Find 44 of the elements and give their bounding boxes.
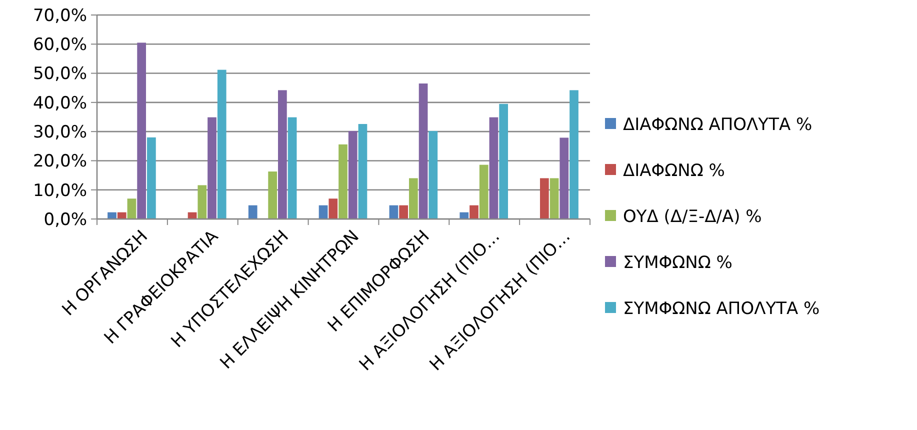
legend-label: ΔΙΑΦΩΝΩ ΑΠΟΛΥΤΑ % <box>623 114 812 135</box>
bar <box>409 178 418 219</box>
y-tick-label: 30,0% <box>32 122 87 143</box>
bar <box>137 42 146 219</box>
y-tick-label: 70,0% <box>32 6 87 26</box>
bar <box>428 130 438 219</box>
bar <box>108 212 116 219</box>
bar <box>117 212 126 219</box>
bar <box>348 130 358 219</box>
bar <box>198 185 207 219</box>
bar <box>358 124 368 219</box>
bar <box>328 198 338 219</box>
bar <box>479 164 488 219</box>
bar <box>389 205 398 219</box>
legend-label: ΔΙΑΦΩΝΩ % <box>623 160 725 181</box>
bar <box>499 104 508 219</box>
bar <box>560 138 569 219</box>
bar <box>278 90 287 219</box>
y-tick-label: 20,0% <box>32 152 87 172</box>
y-tick-label: 40,0% <box>32 93 87 114</box>
bar <box>288 117 297 219</box>
bar <box>418 83 428 219</box>
bar <box>570 90 578 219</box>
bar <box>217 70 226 219</box>
legend-label: ΣΥΜΦΩΝΩ ΑΠΟΛΥΤΑ % <box>623 298 820 319</box>
bar <box>147 137 156 219</box>
bar <box>208 117 216 219</box>
y-tick-label: 60,0% <box>32 35 87 56</box>
y-tick-label: 50,0% <box>32 64 87 84</box>
bar <box>268 171 277 219</box>
y-tick-label: 10,0% <box>32 180 87 201</box>
y-tick-label: 0,0% <box>44 210 87 230</box>
legend-label: ΟΥΔ (Δ/Ξ-Δ/Α) % <box>623 206 762 227</box>
bar <box>318 205 328 219</box>
bar <box>489 117 498 219</box>
bar <box>338 144 348 219</box>
bar <box>550 178 559 219</box>
legend-label: ΣΥΜΦΩΝΩ % <box>623 252 732 273</box>
bar <box>248 205 258 219</box>
bar <box>470 205 478 219</box>
bar <box>540 178 549 219</box>
bar <box>460 212 469 219</box>
bar <box>399 205 408 219</box>
bar <box>127 198 136 219</box>
